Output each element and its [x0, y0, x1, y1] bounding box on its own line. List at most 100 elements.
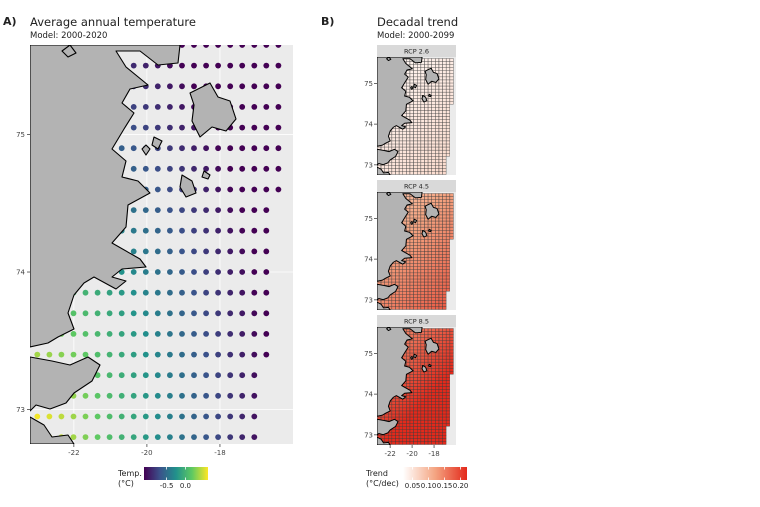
trend-cell — [391, 131, 396, 135]
trend-cell — [431, 116, 436, 120]
temperature-point — [167, 310, 173, 317]
trend-cell — [446, 91, 450, 96]
trend-cell — [435, 401, 440, 405]
trend-cell — [420, 239, 425, 243]
temperature-point — [203, 434, 210, 440]
trend-cell — [427, 104, 432, 108]
temperature-point — [263, 227, 270, 234]
trend-cell — [395, 413, 400, 418]
trend-cell — [384, 146, 389, 151]
trend-cell — [427, 199, 432, 203]
trend-cell — [420, 297, 425, 301]
temperature-point — [142, 62, 149, 69]
temperature-point — [179, 413, 185, 420]
trend-cell — [417, 140, 421, 145]
trend-cell — [424, 143, 429, 148]
trend-cell — [424, 275, 429, 280]
trend-cell — [417, 223, 421, 228]
trend-cell — [427, 306, 432, 310]
trend-cell — [413, 371, 418, 375]
temperature-point — [191, 248, 197, 255]
trend-cell — [435, 64, 440, 68]
trend-cell — [435, 386, 440, 390]
temperature-point — [215, 165, 222, 172]
trend-cell — [413, 134, 418, 139]
trend-cell — [446, 284, 450, 289]
trend-cell — [431, 328, 436, 332]
temperature-point — [34, 413, 41, 420]
trend-cell — [409, 260, 414, 264]
trend-cell — [438, 205, 443, 209]
trend-cell — [431, 171, 436, 175]
trend-cell — [406, 284, 411, 289]
trend-cell — [417, 340, 421, 344]
trend-cell — [388, 143, 392, 148]
trend-cell — [413, 165, 418, 169]
trend-cell — [406, 162, 411, 166]
trend-cell — [424, 383, 429, 387]
trend-cell — [446, 67, 450, 71]
trend-cell — [438, 67, 443, 71]
trend-cell — [442, 214, 447, 219]
trend-cell — [438, 171, 443, 175]
trend-cell — [424, 358, 429, 363]
temperature-point — [263, 310, 270, 317]
trend-cell — [409, 429, 414, 433]
trend-cell — [438, 300, 443, 304]
trend-cell — [431, 361, 436, 366]
trend-cell — [442, 122, 447, 126]
trend-cell — [399, 131, 403, 135]
trend-cell — [417, 254, 421, 258]
trend-cell — [391, 272, 396, 277]
trend-cell — [438, 346, 443, 351]
trend-cell — [435, 165, 440, 169]
temperature-point — [70, 310, 77, 317]
panel-a-letter: A) — [3, 15, 17, 28]
trend-cell — [431, 358, 436, 363]
trend-cell — [438, 278, 443, 283]
trend-cell — [431, 435, 436, 439]
trend-cell — [409, 134, 414, 139]
trend-cell — [413, 229, 418, 234]
trend-cell — [435, 426, 440, 430]
temperature-point — [215, 413, 222, 420]
trend-cell — [446, 260, 450, 264]
trend-cell — [395, 291, 400, 295]
trend-cell — [424, 260, 429, 264]
trend-cell — [438, 94, 443, 99]
trend-cell — [449, 331, 454, 335]
trend-cell — [424, 128, 429, 132]
trend-cell — [420, 226, 425, 231]
trend-cell — [420, 361, 425, 366]
trend-cell — [395, 137, 400, 142]
trend-cell — [413, 94, 418, 99]
trend-cell — [435, 128, 440, 132]
temperature-point — [203, 289, 210, 296]
trend-cell — [431, 266, 436, 270]
trend-cell — [402, 297, 407, 301]
trend-cell — [417, 208, 421, 213]
trend-cell — [391, 441, 396, 445]
trend-cell — [446, 404, 450, 409]
trend-cell — [406, 429, 411, 433]
trend-cell — [449, 64, 454, 68]
trend-cell — [438, 407, 443, 412]
temperature-point — [227, 248, 234, 255]
trend-cell — [420, 337, 425, 341]
temperature-point — [275, 186, 282, 193]
trend-cell — [395, 165, 400, 169]
temperature-point — [106, 331, 113, 337]
trend-cell — [435, 110, 440, 114]
trend-cell — [446, 76, 450, 81]
trend-cell — [409, 196, 414, 200]
trend-cell — [438, 73, 443, 78]
trend-cell — [413, 364, 418, 369]
trend-cell — [431, 125, 436, 129]
trend-cell — [406, 113, 411, 117]
trend-cell — [435, 429, 440, 433]
temperature-point — [118, 434, 125, 440]
temperature-point — [215, 227, 222, 234]
x-tick-label: -20 — [141, 449, 152, 457]
trend-cell — [399, 152, 403, 157]
trend-cell — [427, 380, 432, 384]
